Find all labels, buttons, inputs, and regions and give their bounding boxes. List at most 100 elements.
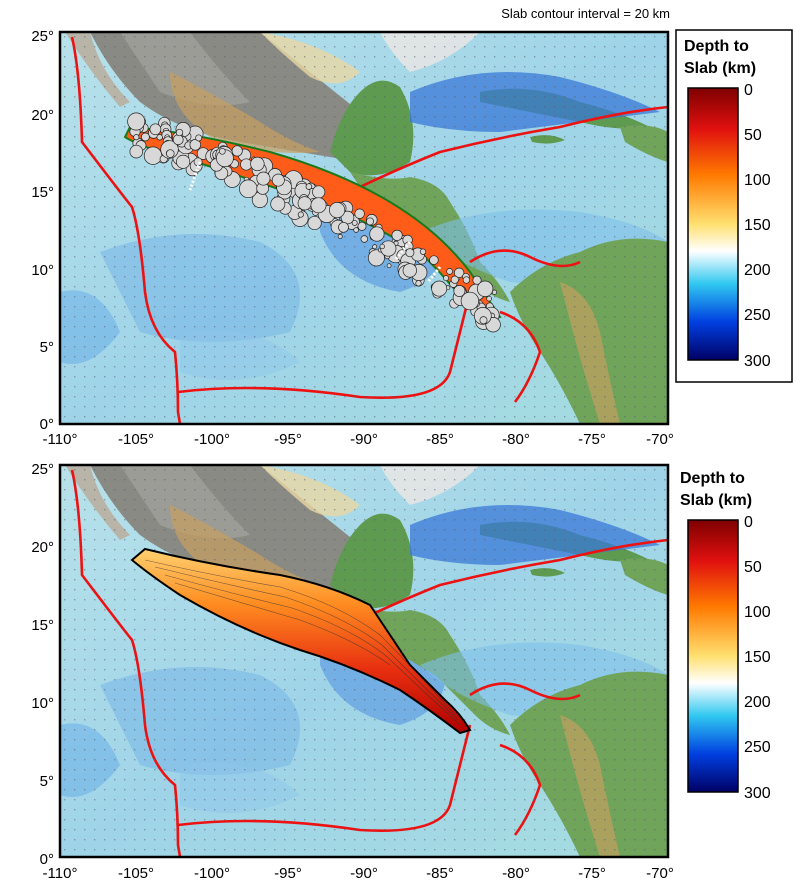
earthquake-hypocenter (354, 208, 365, 219)
earthquake-hypocenter (175, 128, 184, 137)
legend-tick: 200 (744, 262, 771, 279)
earthquake-hypocenter (357, 221, 367, 231)
x-tick-label: -70° (646, 431, 674, 448)
earthquake-hypocenter (419, 248, 427, 255)
earthquake-hypocenter (176, 154, 191, 169)
earthquake-hypocenter (415, 280, 422, 287)
x-tick-label: -80° (502, 431, 530, 448)
legend-title-line1: Depth to (680, 470, 745, 487)
earthquake-hypocenter (305, 183, 313, 190)
colorbar (687, 519, 739, 793)
legend-title-line2: Slab (km) (684, 60, 756, 77)
earthquake-hypocenter (239, 179, 258, 199)
earthquake-hypocenter (172, 134, 184, 146)
y-tick-label: 5° (40, 773, 54, 790)
earthquake-hypocenter (240, 158, 253, 171)
earthquake-hypocenter (337, 234, 343, 239)
earthquake-hypocenter (453, 285, 466, 297)
earthquake-hypocenter (310, 197, 327, 214)
x-tick-label: -95° (274, 865, 302, 882)
earthquake-hypocenter (443, 275, 449, 282)
earthquake-hypocenter (366, 217, 374, 226)
legend-tick: 0 (744, 514, 753, 531)
earthquake-hypocenter (195, 134, 203, 142)
legend-tick: 50 (744, 127, 762, 144)
earthquake-hypocenter (231, 145, 243, 157)
y-tick-label: 15° (31, 617, 54, 634)
x-tick-label: -75° (578, 865, 606, 882)
earthquake-hypocenter (367, 249, 385, 267)
x-tick-label: -95° (274, 431, 302, 448)
x-axis-top: -110° -105° -100° -95° -90° -85° -80° -7… (43, 431, 674, 448)
earthquake-hypocenter (372, 244, 378, 250)
colorbar (687, 87, 739, 361)
earthquake-hypocenter (486, 295, 492, 302)
legend-tick: 300 (744, 785, 771, 802)
legend-tick: 100 (744, 172, 771, 189)
earthquake-hypocenter (446, 268, 453, 275)
earthquake-hypocenter (312, 185, 326, 199)
earthquake-hypocenter (431, 280, 448, 297)
legend-tick: 200 (744, 694, 771, 711)
earthquake-hypocenter (462, 276, 471, 284)
earthquake-hypocenter (429, 255, 439, 265)
x-tick-label: -105° (118, 865, 154, 882)
x-tick-label: -75° (578, 431, 606, 448)
earthquake-hypocenter (476, 280, 494, 297)
x-tick-label: -85° (426, 865, 454, 882)
earthquake-hypocenter (149, 123, 162, 136)
earthquake-hypocenter (250, 156, 265, 172)
x-tick-label: -70° (646, 865, 674, 882)
y-axis-top: 25° 20° 15° 10° 5° 0° (31, 28, 54, 433)
earthquake-hypocenter (141, 132, 150, 142)
legend-tick: 300 (744, 353, 771, 370)
y-tick-label: 25° (31, 461, 54, 478)
x-tick-label: -100° (194, 865, 230, 882)
y-tick-label: 20° (31, 539, 54, 556)
legend-tick: 0 (744, 82, 753, 99)
legend-title-line2: Slab (km) (680, 492, 752, 509)
earthquake-hypocenter (450, 275, 459, 284)
x-tick-label: -90° (350, 865, 378, 882)
earthquake-hypocenter (256, 171, 271, 186)
earthquake-hypocenter (460, 291, 480, 311)
earthquake-hypocenter (479, 316, 488, 325)
x-tick-label: -90° (350, 431, 378, 448)
earthquake-hypocenter (189, 139, 202, 151)
earthquake-hypocenter (133, 134, 140, 141)
earthquake-hypocenter (156, 134, 163, 141)
x-tick-label: -100° (194, 431, 230, 448)
y-tick-label: 0° (40, 851, 54, 868)
earthquake-circles (127, 112, 501, 333)
x-tick-label: -85° (426, 431, 454, 448)
earthquake-hypocenter (127, 112, 146, 131)
y-tick-label: 5° (40, 339, 54, 356)
earthquake-hypocenter (360, 235, 369, 243)
legend-tick: 150 (744, 649, 771, 666)
y-tick-label: 10° (31, 695, 54, 712)
y-axis-bottom: 25° 20° 15° 10° 5° 0° (31, 461, 54, 868)
earthquake-hypocenter (218, 147, 226, 155)
legend-tick: 150 (744, 217, 771, 234)
y-tick-label: 20° (31, 107, 54, 124)
legend-title-line1: Depth to (684, 38, 749, 55)
earthquake-hypocenter (369, 226, 385, 242)
earthquake-hypocenter (297, 211, 304, 218)
earthquake-hypocenter (405, 248, 415, 258)
legend-tick: 100 (744, 604, 771, 621)
earthquake-hypocenter (472, 275, 482, 285)
earthquake-hypocenter (129, 144, 144, 159)
y-tick-label: 15° (31, 184, 54, 201)
y-tick-label: 10° (31, 262, 54, 279)
earthquake-hypocenter (329, 202, 346, 219)
x-axis-bottom: -110° -105° -100° -95° -90° -85° -80° -7… (43, 865, 674, 882)
x-tick-label: -80° (502, 865, 530, 882)
x-tick-label: -110° (43, 865, 78, 882)
earthquake-hypocenter (391, 229, 403, 241)
legend-tick: 50 (744, 559, 762, 576)
earthquake-hypocenter (379, 243, 385, 250)
earthquake-hypocenter (453, 267, 465, 278)
bottom-map-panel (58, 463, 670, 859)
x-tick-label: -105° (118, 431, 154, 448)
contour-interval-note: Slab contour interval = 20 km (501, 6, 670, 21)
